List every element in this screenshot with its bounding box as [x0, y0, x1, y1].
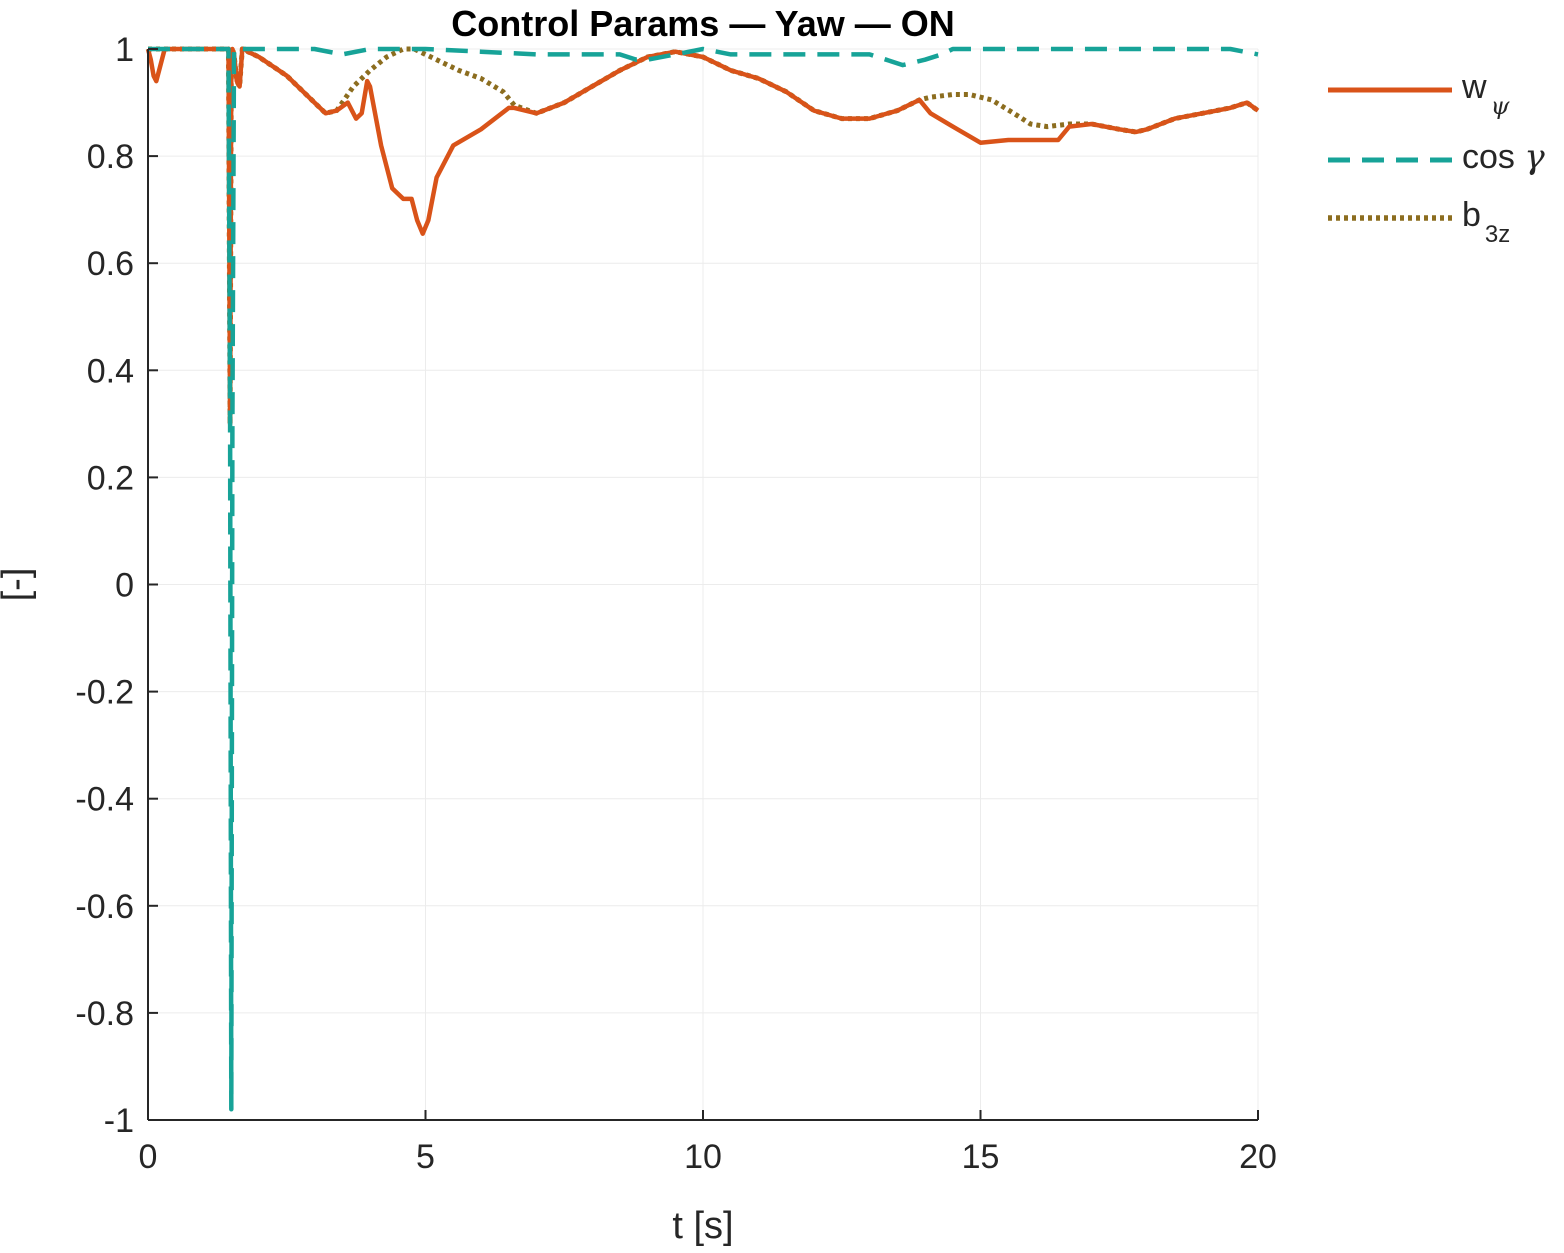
- y-tick-label: -0.4: [75, 781, 134, 819]
- y-tick-label: -0.2: [75, 674, 134, 712]
- y-tick-label: -1: [104, 1102, 134, 1140]
- y-tick-label: 0.2: [87, 459, 134, 497]
- x-tick-label: 5: [416, 1138, 435, 1176]
- series-layer: [145, 46, 1260, 1112]
- legend-label-3: b3z: [1462, 196, 1510, 248]
- legend: w ψ cos γ b3z: [1328, 68, 1545, 248]
- ticks: 0 5 10 15 20 -1 -0.8 -0.6 -0.4 -0.2 0 0.2 0.4 0.6 0.8 1: [75, 31, 1277, 1176]
- series-line-2: [148, 46, 1259, 1112]
- legend-label-2: cos γ: [1462, 137, 1545, 177]
- y-axis-label: [-]: [0, 568, 37, 602]
- y-tick-label: 0.8: [87, 138, 134, 176]
- y-tick-label: 0.4: [87, 352, 134, 390]
- y-tick-label: -0.8: [75, 995, 134, 1033]
- x-tick-label: 20: [1239, 1138, 1277, 1176]
- x-tick-label: 0: [139, 1138, 158, 1176]
- y-tick-label: 1: [115, 31, 134, 69]
- x-tick-label: 15: [962, 1138, 1000, 1176]
- y-tick-label: 0.6: [87, 245, 134, 283]
- y-tick-label: 0: [115, 567, 134, 605]
- chart-title: Control Params — Yaw — ON: [451, 3, 954, 44]
- y-tick-label: -0.6: [75, 888, 134, 926]
- x-tick-label: 10: [684, 1138, 722, 1176]
- x-axis-label: t [s]: [672, 1205, 733, 1247]
